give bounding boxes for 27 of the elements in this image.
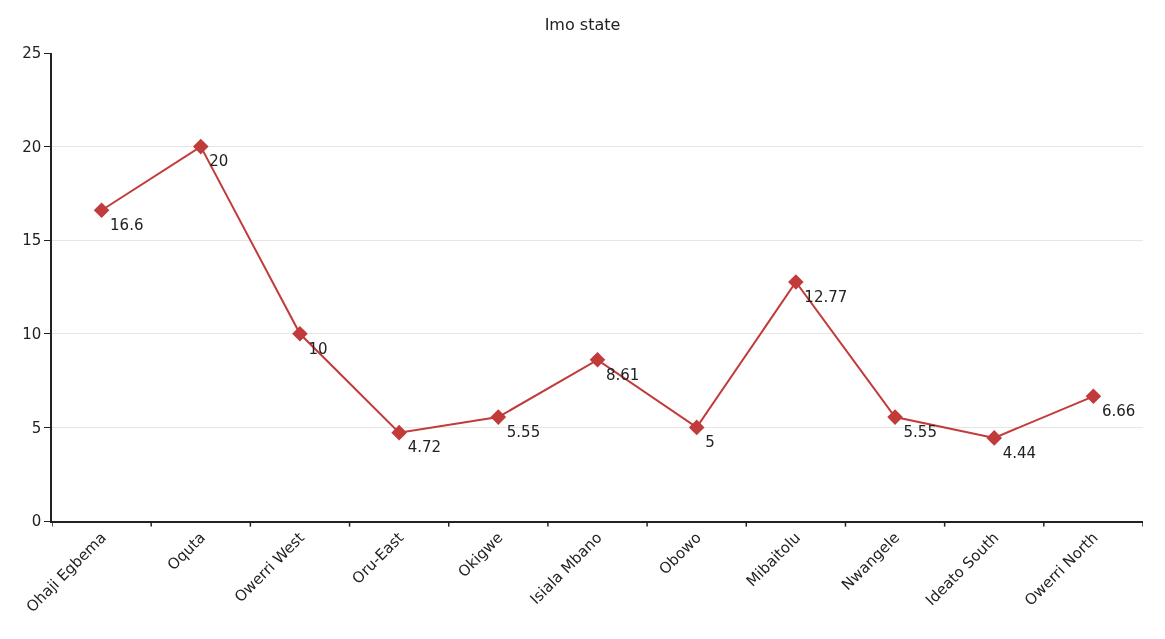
point — [788, 274, 804, 290]
point — [490, 409, 507, 425]
data-label: 20 — [209, 152, 229, 171]
data-label: 12.77 — [804, 287, 848, 306]
point — [688, 419, 705, 436]
point — [1085, 388, 1102, 405]
y-tick-label: 10 — [22, 325, 42, 344]
y-tick-label: 20 — [22, 137, 42, 156]
y-tick-label: 5 — [31, 418, 42, 437]
data-label: 16.6 — [110, 216, 144, 234]
chart-title: Imo state — [544, 15, 621, 35]
y-tick-label: 25 — [22, 44, 42, 63]
point — [292, 326, 308, 342]
point — [391, 424, 407, 441]
point — [93, 202, 110, 219]
point — [986, 430, 1003, 446]
point — [589, 352, 606, 368]
data-label: 4.44 — [1002, 443, 1037, 462]
point — [887, 409, 903, 425]
y-tick-label: 0 — [31, 512, 42, 531]
data-label: 5.55 — [903, 422, 937, 441]
data-label: 5.55 — [506, 422, 541, 441]
data-label: 4.72 — [407, 438, 442, 457]
point — [192, 138, 209, 155]
y-tick-label: 15 — [22, 231, 42, 250]
data-label: 5 — [705, 433, 715, 452]
data-label: 6.66 — [1101, 402, 1136, 421]
